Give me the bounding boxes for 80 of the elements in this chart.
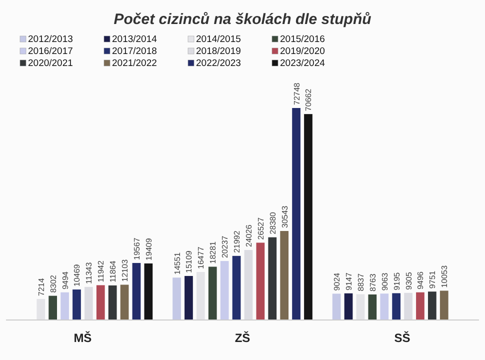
data-label: 9494 — [60, 270, 70, 290]
data-label: 10469 — [72, 264, 82, 286]
legend-label: 2017/2018 — [112, 46, 157, 57]
legend-label: 2016/2017 — [28, 46, 73, 57]
data-label: 7214 — [36, 278, 46, 296]
data-label: 12103 — [120, 258, 130, 282]
data-label: 24026 — [244, 224, 254, 247]
data-label: 14551 — [172, 252, 182, 275]
data-label: 18281 — [208, 240, 218, 264]
bar — [304, 114, 312, 320]
data-label: 8837 — [356, 272, 366, 292]
bar — [256, 242, 265, 320]
legend-label: 2018/2019 — [196, 46, 241, 57]
bar — [96, 285, 105, 320]
legend-label: 2022/2023 — [196, 58, 241, 69]
bar — [196, 272, 205, 320]
bar — [428, 292, 436, 320]
data-label: 10053 — [440, 264, 450, 288]
data-label: 9751 — [428, 270, 438, 289]
data-label: 9147 — [344, 272, 354, 290]
data-label: 8763 — [368, 273, 378, 292]
data-label: 11942 — [96, 260, 106, 282]
x-tick-label: SŠ — [394, 331, 410, 345]
legend-label: 2023/2024 — [280, 58, 325, 69]
bar — [368, 294, 377, 320]
bar — [48, 296, 58, 320]
bar — [332, 294, 341, 320]
data-label: 11864 — [108, 260, 118, 282]
legend-label: 2021/2022 — [112, 58, 157, 69]
bar — [280, 230, 289, 320]
bar — [36, 298, 46, 320]
bar — [108, 285, 117, 320]
bar — [208, 266, 217, 320]
bar — [380, 294, 389, 320]
bar — [344, 293, 353, 320]
bar — [132, 262, 141, 320]
chart-title: Počet cizinců na školách dle stupňů — [114, 11, 372, 28]
data-label: 21992 — [232, 230, 242, 253]
data-label: 15109 — [184, 250, 194, 273]
bar — [172, 278, 181, 320]
bar — [404, 292, 412, 320]
bar — [244, 250, 253, 320]
data-label: 9024 — [332, 272, 342, 291]
data-label: 19409 — [144, 238, 154, 260]
data-label: 20237 — [220, 235, 230, 258]
data-label: 19567 — [132, 237, 142, 260]
bar — [144, 263, 153, 320]
bar — [292, 108, 300, 320]
data-label: 9063 — [380, 272, 390, 291]
bar — [72, 289, 81, 320]
bar — [392, 293, 401, 320]
data-label: 11343 — [84, 262, 94, 284]
bar — [356, 294, 365, 320]
data-label: 9496 — [416, 270, 426, 290]
bar — [440, 290, 448, 320]
data-label: 16477 — [196, 246, 206, 269]
data-label: 70662 — [304, 88, 314, 112]
bar — [184, 276, 193, 320]
legend-label: 2012/2013 — [28, 34, 73, 45]
bar — [268, 237, 277, 320]
bar — [232, 256, 241, 320]
x-tick-label: ZŠ — [234, 331, 250, 345]
data-label: 8302 — [48, 274, 58, 293]
data-label: 30543 — [280, 205, 290, 228]
bar — [416, 292, 424, 320]
legend-label: 2013/2014 — [112, 34, 157, 45]
x-tick-label: MŠ — [74, 331, 92, 345]
bar — [220, 261, 229, 320]
data-label: 72748 — [292, 82, 302, 105]
data-label: 9195 — [392, 272, 402, 290]
legend-label: 2015/2016 — [280, 34, 325, 45]
data-label: 28380 — [268, 212, 278, 234]
legend-label: 2020/2021 — [28, 58, 73, 69]
bar — [60, 292, 69, 320]
data-label: 9305 — [404, 272, 414, 290]
legend-label: 2014/2015 — [196, 34, 241, 45]
data-label: 26527 — [256, 216, 266, 240]
bar — [84, 286, 93, 320]
legend-label: 2019/2020 — [280, 46, 325, 57]
bar — [120, 284, 129, 320]
